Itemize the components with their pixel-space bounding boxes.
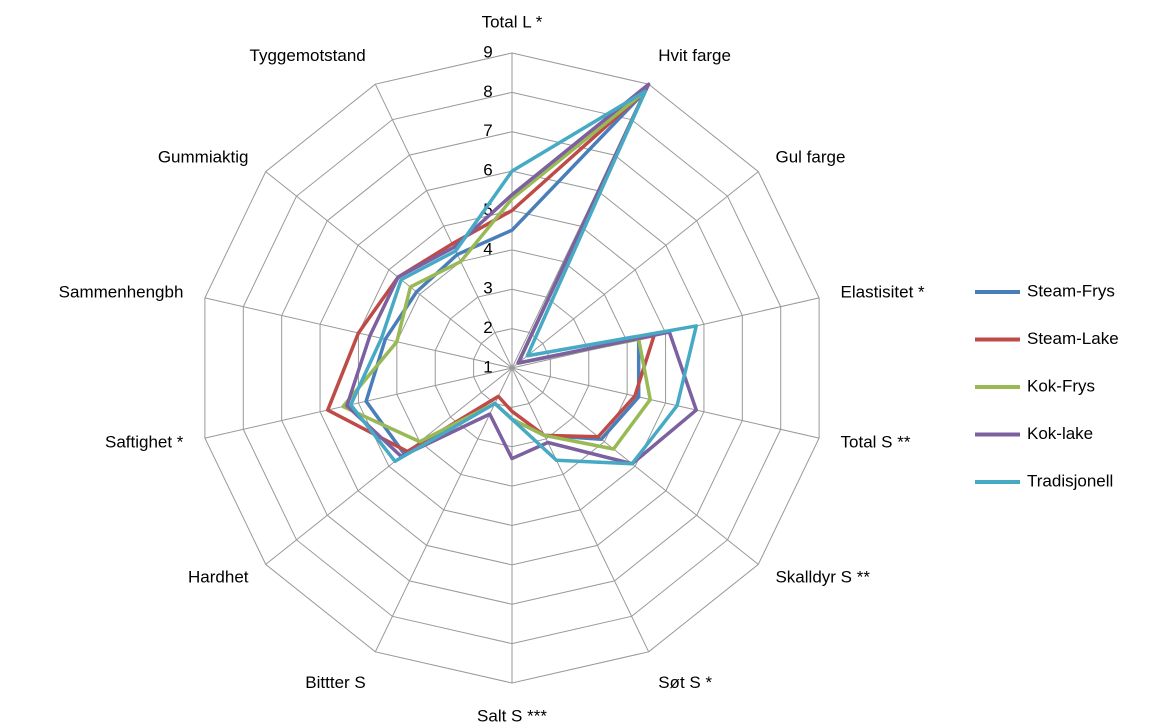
spoke [374,367,513,653]
category-label: Sammenhengbh [59,282,184,301]
spoke [374,83,513,369]
category-label: Gul farge [775,147,845,166]
spoke [204,367,513,439]
category-label: Bittter S [305,673,365,692]
tick-label: 8 [483,82,492,101]
category-label: Hardhet [188,568,249,587]
legend-label: Kok-Frys [1027,376,1095,395]
tick-label: 9 [483,42,492,61]
tick-label: 5 [483,200,492,219]
category-label: Skalldyr S ** [775,568,870,587]
category-label: Gummiaktig [158,147,249,166]
legend-label: Steam-Lake [1027,329,1119,348]
category-label: Salt S *** [477,706,547,725]
spoke [511,171,759,369]
category-label: Elastisitet * [841,282,925,301]
tick-label: 2 [483,318,492,337]
category-label: Søt S * [658,673,712,692]
series-line [325,89,656,454]
spoke [511,367,820,439]
category-label: Tyggemotstand [250,46,366,65]
tick-label: 4 [483,239,492,258]
legend-label: Tradisjonell [1027,471,1113,490]
tick-label: 6 [483,161,492,180]
spoke [265,367,513,565]
category-label: Saftighet * [105,432,184,451]
category-label: Total L * [482,12,543,31]
spoke [511,367,759,565]
series-line [349,89,699,466]
tick-label: 7 [483,121,492,140]
category-label: Hvit farge [658,46,731,65]
series-line [345,82,699,466]
legend-label: Steam-Frys [1027,281,1115,300]
category-label: Total S ** [841,432,911,451]
spoke [511,367,650,653]
tick-label: 1 [483,357,492,376]
spoke [265,171,513,369]
tick-label: 3 [483,279,492,298]
legend-label: Kok-lake [1027,424,1093,443]
